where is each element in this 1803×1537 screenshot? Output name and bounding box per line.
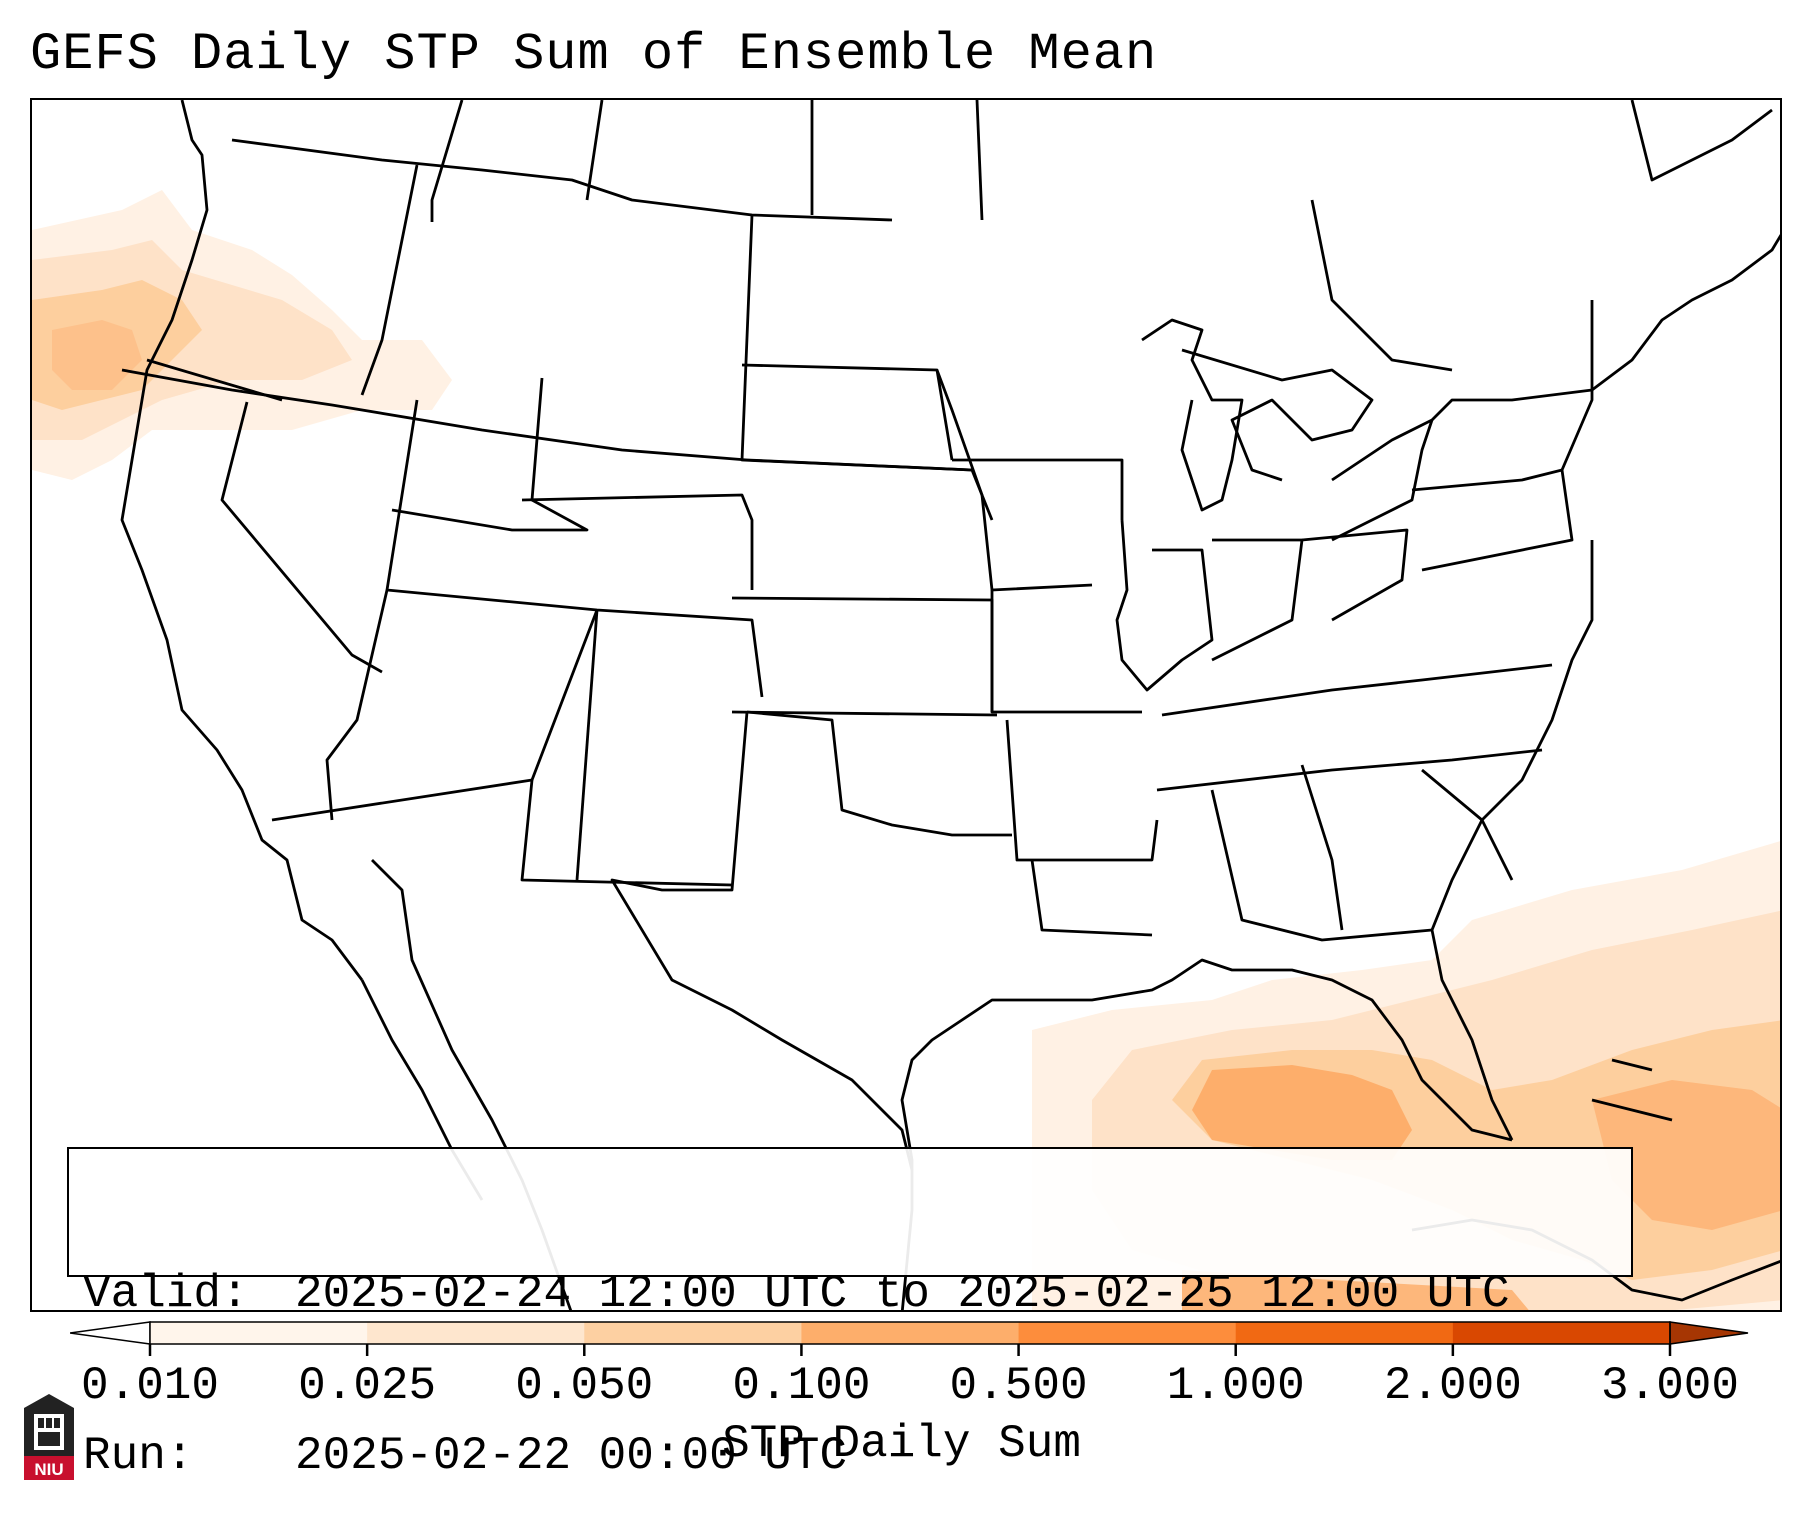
run-label: Run:: [83, 1430, 194, 1482]
colorbar-segment: [801, 1322, 1020, 1344]
colorbar-segment: [584, 1322, 802, 1344]
colorbar-segment: [1452, 1322, 1671, 1344]
colorbar-tick-label: 0.100: [732, 1360, 871, 1412]
colorbar-extend-high: [1669, 1321, 1749, 1345]
colorbar-segment: [1235, 1322, 1454, 1344]
colorbar-tick-label: 3.000: [1600, 1360, 1740, 1412]
colorbar-tick-label: 1.000: [1166, 1360, 1305, 1412]
valid-label: Valid:: [83, 1268, 249, 1320]
colorbar-segment: [1018, 1322, 1237, 1344]
run-value: 2025-02-22 00:00 UTC: [295, 1430, 848, 1482]
valid-run-info-box: Valid: 2025-02-24 12:00 UTC to 2025-02-25…: [67, 1147, 1633, 1482]
colorbar-tick-label: 0.025: [298, 1360, 437, 1412]
colorbar-tick-label: 0.050: [515, 1360, 654, 1412]
valid-value: 2025-02-24 12:00 UTC to 2025-02-25 12:00…: [295, 1268, 1510, 1320]
map-canvas: [32, 100, 1780, 1310]
map-panel: [30, 98, 1782, 1312]
colorbar-extend-low: [70, 1321, 151, 1345]
colorbar-label: STP Daily Sum: [722, 1418, 1081, 1470]
colorbar: [70, 1321, 1749, 1356]
us-state-boundaries: [120, 100, 1594, 1171]
niu-university-logo-icon: NIU: [24, 1394, 74, 1480]
map-title: GEFS Daily STP Sum of Ensemble Mean: [30, 25, 1158, 84]
colorbar-tick-label: 0.500: [949, 1360, 1088, 1412]
logo-text: NIU: [34, 1460, 63, 1479]
colorbar-tick-label: 2.000: [1383, 1360, 1522, 1412]
colorbar-segment: [150, 1322, 368, 1344]
colorbar-segment: [367, 1322, 585, 1344]
colorbar-tick-label: 0.010: [80, 1360, 220, 1412]
stp-shading-pacific-northwest: [32, 190, 452, 480]
